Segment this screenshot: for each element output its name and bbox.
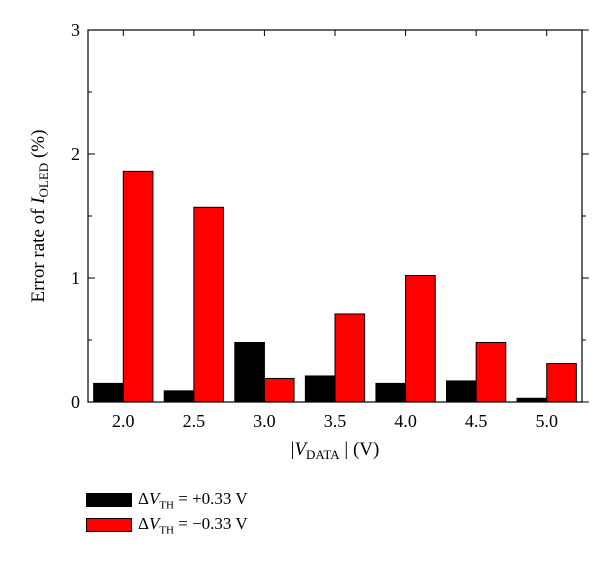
y-axis-label: Error rate of IOLED (%) bbox=[28, 130, 51, 303]
y-tick-label: 2 bbox=[71, 144, 80, 164]
bars-layer bbox=[93, 170, 577, 403]
legend-item-negative: ΔVTH = −0.33 V bbox=[86, 514, 248, 536]
bar-positive-4.5 bbox=[446, 380, 477, 403]
y-tick-label: 3 bbox=[71, 20, 80, 40]
bar-negative-4.5 bbox=[475, 341, 507, 403]
bar-positive-4.0 bbox=[375, 382, 407, 403]
x-tick-label: 2.5 bbox=[183, 411, 206, 431]
y-tick-label: 1 bbox=[71, 268, 80, 288]
x-tick-label: 2.0 bbox=[112, 411, 135, 431]
bar-chart: 2.0 2.5 3.0 3.5 4.0 4.5 5.0 0 1 2 3 Error rate of … bbox=[28, 20, 589, 462]
bar-positive-3.0 bbox=[234, 341, 265, 403]
legend-item-positive: ΔVTH = +0.33 V bbox=[86, 489, 248, 511]
x-tick-label: 3.5 bbox=[324, 411, 347, 431]
bar-positive-2.5 bbox=[163, 390, 195, 403]
bar-negative-3.0 bbox=[263, 377, 295, 403]
legend-label-positive: ΔVTH = +0.33 V bbox=[138, 489, 248, 512]
bar-negative-5.0 bbox=[546, 363, 577, 403]
y-tick-label: 0 bbox=[71, 392, 80, 412]
ticks-layer: 2.0 2.5 3.0 3.5 4.0 4.5 5.0 0 1 2 3 bbox=[71, 20, 589, 431]
bar-negative-4.0 bbox=[405, 275, 436, 403]
x-tick-label: 4.0 bbox=[394, 411, 417, 431]
bar-positive-3.5 bbox=[304, 375, 336, 403]
x-tick-label: 5.0 bbox=[535, 411, 558, 431]
x-tick-label: 3.0 bbox=[253, 411, 276, 431]
x-axis-label: |VDATA | (V) bbox=[291, 439, 380, 462]
bar-negative-2.5 bbox=[193, 206, 224, 403]
x-tick-label: 4.5 bbox=[465, 411, 488, 431]
legend-swatch-red bbox=[86, 518, 132, 533]
legend-swatch-black bbox=[86, 493, 132, 508]
legend-label-negative: ΔVTH = −0.33 V bbox=[138, 514, 248, 537]
bar-negative-2.0 bbox=[122, 170, 154, 403]
bar-negative-3.5 bbox=[334, 313, 366, 403]
bar-positive-2.0 bbox=[93, 382, 124, 403]
